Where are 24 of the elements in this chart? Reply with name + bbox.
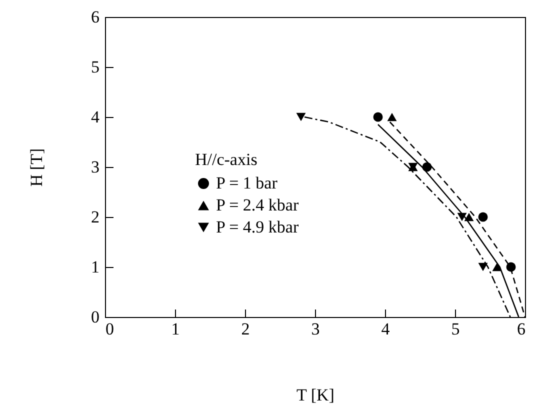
legend-label: P = 1 bar	[216, 174, 278, 192]
y-tick-label: 2	[91, 208, 100, 226]
x-tick-label: 0	[106, 320, 114, 338]
legend-label: P = 2.4 kbar	[216, 196, 299, 214]
x-tick-label: 1	[171, 320, 180, 338]
y-tick-label: 1	[91, 258, 100, 276]
point	[373, 112, 383, 122]
legend-label: P = 4.9 kbar	[216, 218, 299, 236]
x-tick-label: 4	[381, 320, 390, 338]
x-tick-label: 2	[241, 320, 250, 338]
point	[296, 112, 306, 122]
y-tick-label: 3	[91, 158, 100, 176]
x-tick-label: 3	[311, 320, 320, 338]
y-tick-label: 4	[91, 108, 100, 126]
y-tick-label: 0	[91, 308, 100, 326]
y-tick-label: 5	[91, 58, 100, 76]
x-tick-label: 5	[451, 320, 460, 338]
y-tick-label: 6	[91, 8, 100, 26]
legend-title: H//c-axis	[195, 150, 258, 169]
x-tick-label: 6	[517, 320, 526, 338]
y-axis-title: H [T]	[27, 148, 46, 187]
point	[478, 212, 488, 222]
point	[387, 112, 397, 122]
x-axis-title: T [K]	[296, 386, 334, 404]
